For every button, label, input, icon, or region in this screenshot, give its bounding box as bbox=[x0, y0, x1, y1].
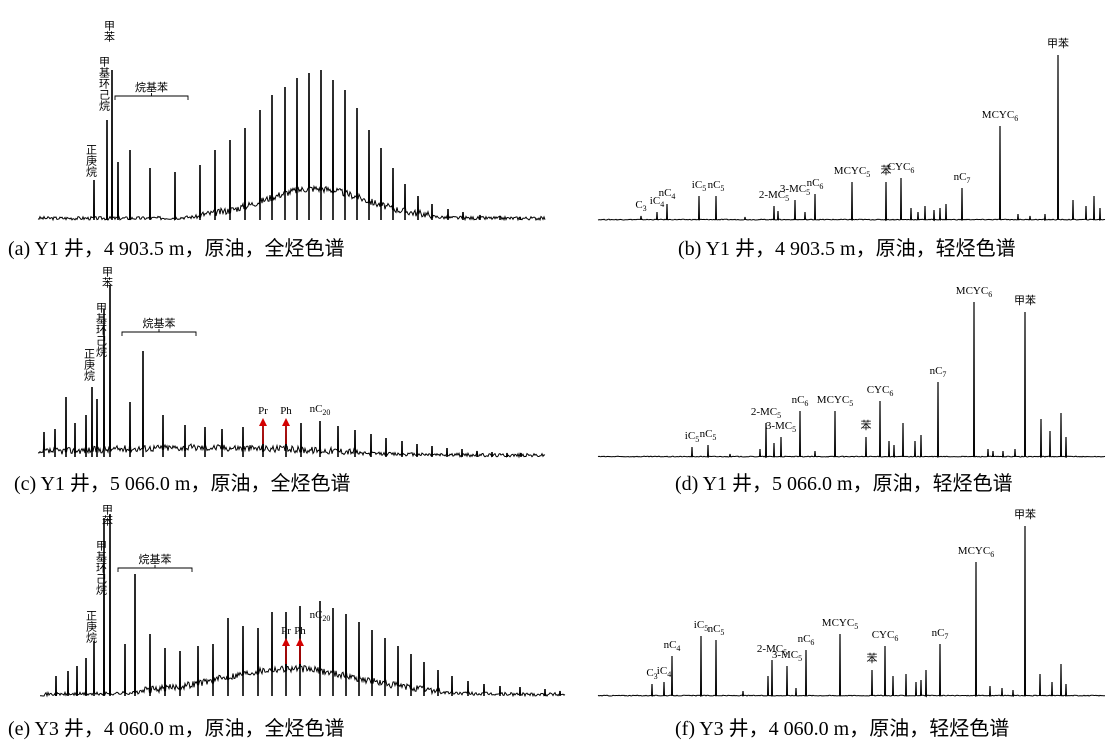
compound-label: 甲苯 bbox=[101, 266, 114, 288]
peak-label: nC6 bbox=[807, 177, 824, 191]
bracket-label: 烷基苯 bbox=[139, 552, 172, 566]
peak-label: MCYC5 bbox=[834, 165, 870, 179]
chromatogram-trace bbox=[37, 69, 546, 222]
peak-label: nC20 bbox=[310, 609, 331, 623]
peak-label: nC7 bbox=[932, 627, 949, 641]
marker-arrow-head bbox=[282, 418, 290, 426]
peak-label: nC6 bbox=[798, 633, 815, 647]
panel-f: C3 iC4 nC4 iC5 nC5 2-MC5 3-MC5 nC6 MCYC5 苯 CYC6 nC7… bbox=[560, 500, 1110, 746]
peak-label: iC5 bbox=[692, 179, 706, 193]
compound-label: 甲苯 bbox=[101, 504, 114, 526]
peak-label: iC5 bbox=[694, 619, 708, 633]
marker-arrow-head bbox=[259, 418, 267, 426]
panel-e: 甲苯甲基环己烷正庚烷 烷基苯 Pr Ph nC20 (e) Y3 井，4 060.0 m… bbox=[0, 500, 566, 746]
peak-label: CYC6 bbox=[872, 629, 899, 643]
peak-label: C3 bbox=[646, 667, 657, 681]
peak-label: 甲苯 bbox=[1047, 36, 1069, 50]
peak-label: iC5 bbox=[685, 430, 699, 444]
peak-label: 3-MC5 bbox=[772, 649, 802, 663]
compound-label: 甲基环己烷 bbox=[95, 540, 108, 596]
peak-label: CYC6 bbox=[867, 384, 894, 398]
caption-a: (a) Y1 井，4 903.5 m，原油，全烃色谱 bbox=[8, 238, 345, 260]
bracket-label: 烷基苯 bbox=[135, 80, 168, 94]
marker-label: Ph bbox=[294, 625, 306, 637]
peak-label: 甲苯 bbox=[1014, 293, 1036, 307]
peak-label: MCYC6 bbox=[958, 545, 994, 559]
peak-label: 苯 bbox=[881, 163, 892, 177]
marker-label: Pr bbox=[281, 625, 291, 637]
compound-label: 甲基环己烷 bbox=[95, 302, 108, 358]
peak-label: MCYC6 bbox=[956, 285, 992, 299]
peak-label: 3-MC5 bbox=[766, 420, 796, 434]
alkylbenzene-bracket bbox=[114, 93, 189, 100]
panel-d: iC5 nC5 2-MC5 3-MC5 nC6 MCYC5 苯 CYC6 nC7 MCYC6 甲苯 … bbox=[560, 262, 1110, 500]
chromatogram-trace bbox=[597, 54, 1106, 222]
caption-f: (f) Y3 井，4 060.0 m，原油，轻烃色谱 bbox=[675, 718, 1010, 740]
peak-label: 苯 bbox=[861, 418, 872, 432]
bracket-label: 烷基苯 bbox=[143, 316, 176, 330]
peak-label: 3-MC5 bbox=[780, 183, 810, 197]
panel-b: C3 iC4 nC4 iC5 nC5 2-MC5 3-MC5 nC6 MCYC5 苯 CYC6 nC7… bbox=[560, 0, 1110, 262]
peak-label: MCYC6 bbox=[982, 109, 1018, 123]
peak-label: nC4 bbox=[659, 187, 676, 201]
peak-label: 苯 bbox=[867, 651, 878, 665]
chromatogram-trace bbox=[597, 301, 1106, 459]
peak-label: 甲苯 bbox=[1014, 507, 1036, 521]
peak-label: nC6 bbox=[792, 394, 809, 408]
caption-c: (c) Y1 井，5 066.0 m，原油，全烃色谱 bbox=[14, 473, 351, 495]
peak-label: 2-MC5 bbox=[759, 189, 789, 203]
chromatogram-trace bbox=[40, 513, 566, 698]
alkylbenzene-bracket bbox=[121, 329, 197, 336]
alkylbenzene-bracket bbox=[117, 565, 193, 572]
panel-a: 甲苯甲基环己烷正庚烷 烷基苯 (a) Y1 井，4 903.5 m，原油，全烃色谱 bbox=[0, 0, 560, 262]
peak-label: MCYC5 bbox=[817, 394, 853, 408]
chromatogram-trace bbox=[37, 284, 546, 459]
peak-label: nC5 bbox=[708, 179, 725, 193]
marker-label: Ph bbox=[280, 405, 292, 417]
peak-label: MCYC5 bbox=[822, 617, 858, 631]
peak-label: nC4 bbox=[664, 639, 681, 653]
chromatogram-trace bbox=[597, 525, 1105, 698]
marker-label: Pr bbox=[258, 405, 268, 417]
peak-label: iC4 bbox=[657, 665, 671, 679]
peak-label: iC4 bbox=[650, 195, 664, 209]
caption-d: (d) Y1 井，5 066.0 m，原油，轻烃色谱 bbox=[675, 473, 1013, 495]
compound-label: 甲基环己烷 bbox=[98, 56, 111, 112]
peak-label: nC5 bbox=[700, 428, 717, 442]
compound-label: 正庚烷 bbox=[85, 144, 98, 178]
peak-label: nC7 bbox=[954, 171, 971, 185]
compound-label: 甲苯 bbox=[103, 20, 116, 42]
peak-label: nC20 bbox=[310, 403, 331, 417]
marker-arrow-head bbox=[282, 638, 290, 646]
peak-label: CYC6 bbox=[888, 161, 915, 175]
compound-label: 正庚烷 bbox=[85, 610, 98, 644]
peak-label: 2-MC5 bbox=[751, 406, 781, 420]
peak-label: C3 bbox=[635, 199, 646, 213]
peak-label: nC7 bbox=[930, 365, 947, 379]
peak-label: 2-MC5 bbox=[757, 643, 787, 657]
caption-b: (b) Y1 井，4 903.5 m，原油，轻烃色谱 bbox=[678, 238, 1016, 260]
marker-arrow-head bbox=[296, 638, 304, 646]
caption-e: (e) Y3 井，4 060.0 m，原油，全烃色谱 bbox=[8, 718, 345, 740]
panel-c: 甲苯甲基环己烷 正庚烷 烷基苯 Pr Ph nC20 (c) Y1 井，5 066.0 m… bbox=[0, 262, 560, 500]
compound-label: 正庚烷 bbox=[83, 348, 96, 382]
peak-label: nC5 bbox=[708, 623, 725, 637]
